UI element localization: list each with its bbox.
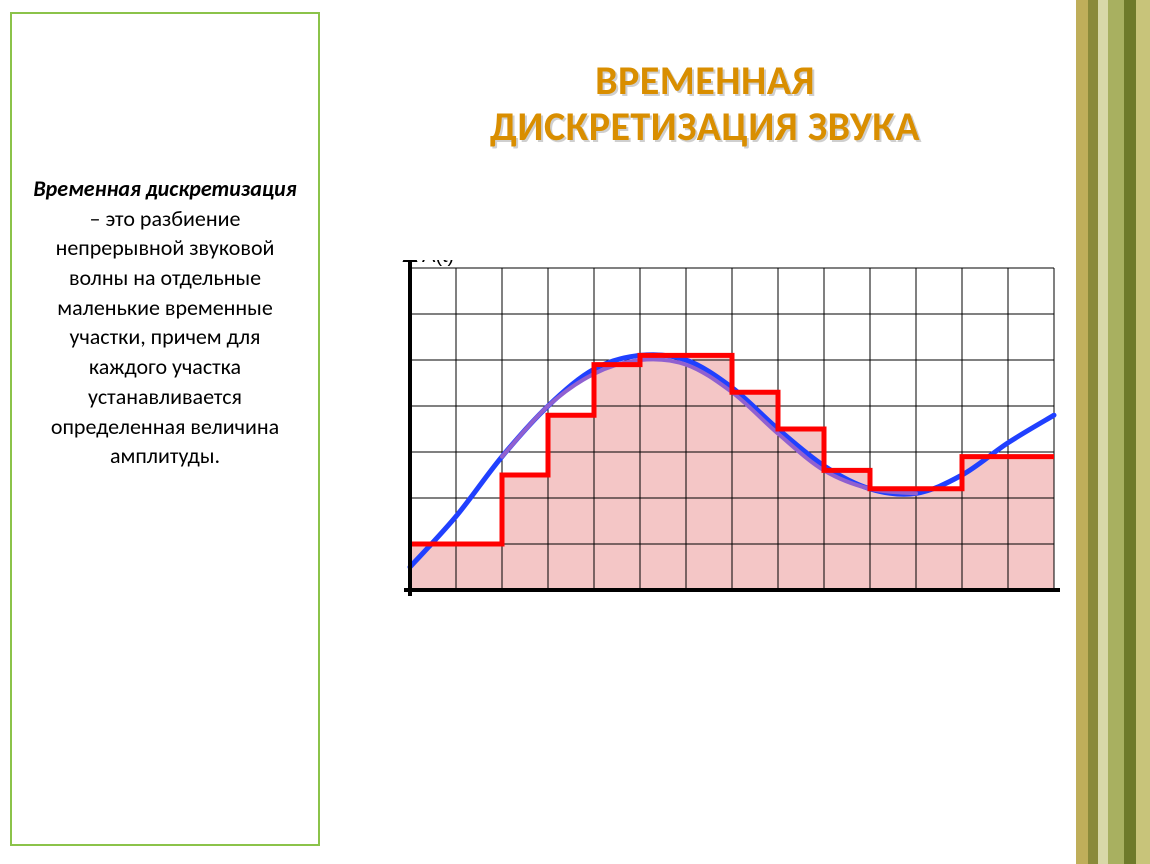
decor-strip-seg [1136,0,1150,864]
title-line1: ВРЕМЕННАЯ [595,56,815,105]
sidebar-emph: Временная дискретизация [33,175,296,202]
decor-strip-seg [1098,0,1108,864]
slide: Временная дискретизация – это разбиение … [0,0,1150,864]
chart-y-arrow [403,260,418,262]
discretization-chart: A(t)t [380,260,1060,630]
decor-strip-seg [1088,0,1098,864]
sidebar-box: Временная дискретизация – это разбиение … [10,12,320,846]
decor-strip-seg [1124,0,1136,864]
sidebar-rest: – это разбиение непрерывной звуковой вол… [51,205,279,470]
sidebar-text: Временная дискретизация – это разбиение … [30,174,300,471]
decor-strip-seg [1076,0,1088,864]
slide-title: ВРЕМЕННАЯ ДИСКРЕТИЗАЦИЯ ЗВУКА ВРЕМЕННАЯ … [360,58,1050,150]
title-line2: ДИСКРЕТИЗАЦИЯ ЗВУКА [490,102,920,151]
chart-svg: A(t)t [380,260,1060,630]
chart-y-label: A(t) [422,260,454,267]
decor-strip-seg [1108,0,1124,864]
